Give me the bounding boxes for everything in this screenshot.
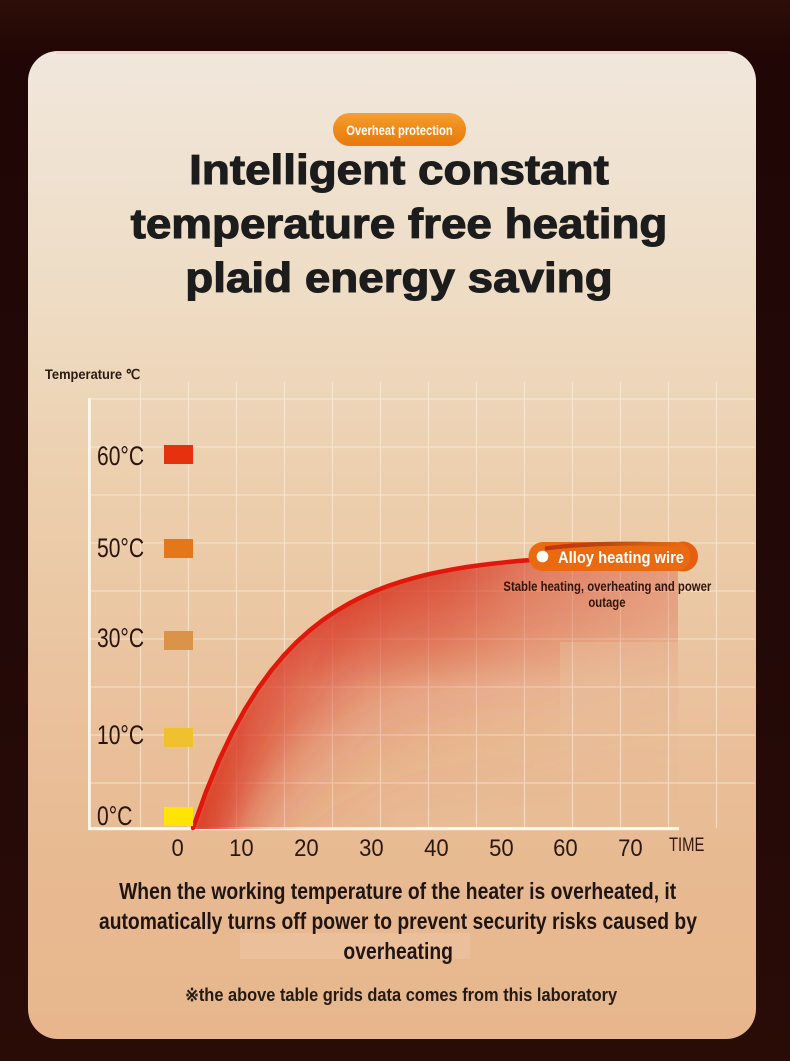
svg-text:Alloy heating wire: Alloy heating wire xyxy=(558,548,684,567)
